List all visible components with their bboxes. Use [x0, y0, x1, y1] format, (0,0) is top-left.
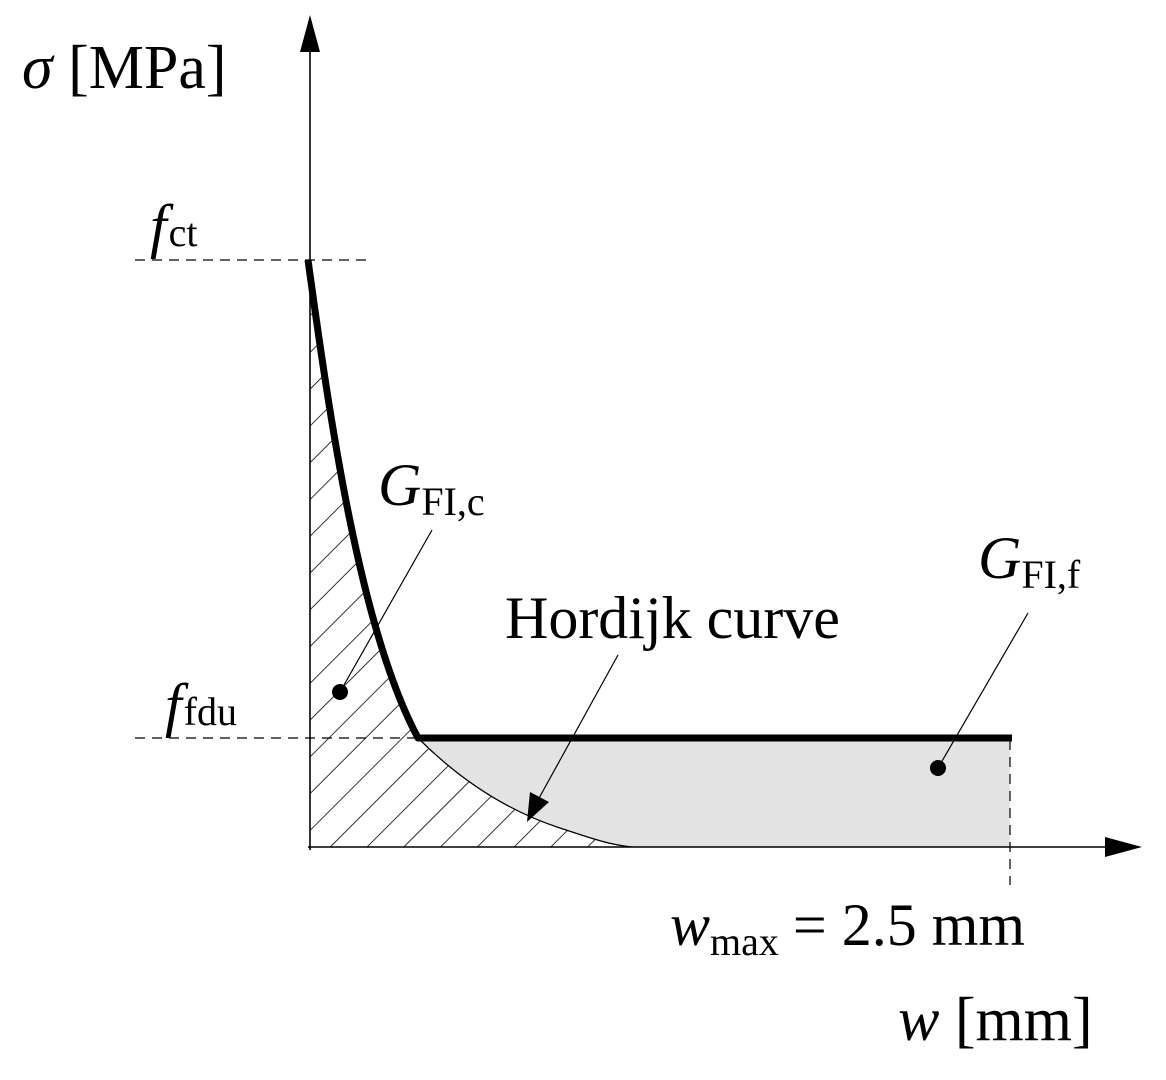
- fiber-energy-region: [418, 738, 1010, 847]
- gfic-leader-line: [339, 529, 433, 693]
- x-axis-arrow: [1105, 837, 1142, 857]
- gfif-sub: FI,f: [1021, 552, 1081, 597]
- ffdu-sub: fdu: [184, 689, 237, 734]
- y-axis-arrow: [300, 15, 320, 52]
- gfif-dot: [930, 760, 946, 776]
- ffdu-label: ffdu: [165, 672, 237, 738]
- gfic-dot: [332, 684, 348, 700]
- wmax-label: wmax = 2.5 mm: [670, 892, 1025, 964]
- gfif-base: G: [978, 525, 1021, 591]
- y-axis-label: σ [MPa]: [22, 34, 227, 102]
- gfic-label: GFI,c: [378, 452, 485, 524]
- hordijk-curve: [417, 737, 633, 848]
- wmax-value: = 2.5 mm: [793, 892, 1025, 958]
- y-axis-symbol: σ: [22, 34, 55, 102]
- softening-law-curve: [304, 259, 1012, 742]
- hordijk-label: Hordijk curve: [505, 585, 840, 651]
- gfif-label: GFI,f: [978, 525, 1081, 597]
- wmax-sub: max: [710, 919, 779, 964]
- fct-label: fct: [150, 193, 198, 259]
- hordijk-arrowhead: [527, 792, 549, 822]
- x-axis-symbol: w: [898, 986, 939, 1054]
- wmax-base: w: [670, 892, 710, 958]
- fct-sub: ct: [169, 210, 198, 255]
- hordijk-leader-line: [537, 654, 619, 801]
- x-axis-label: w [mm]: [898, 986, 1093, 1054]
- gfic-sub: FI,c: [421, 479, 484, 524]
- x-axis-unit: [mm]: [955, 986, 1093, 1054]
- gfif-leader-line: [937, 612, 1029, 769]
- gfic-base: G: [378, 452, 421, 518]
- y-axis-unit: [MPa]: [68, 34, 226, 102]
